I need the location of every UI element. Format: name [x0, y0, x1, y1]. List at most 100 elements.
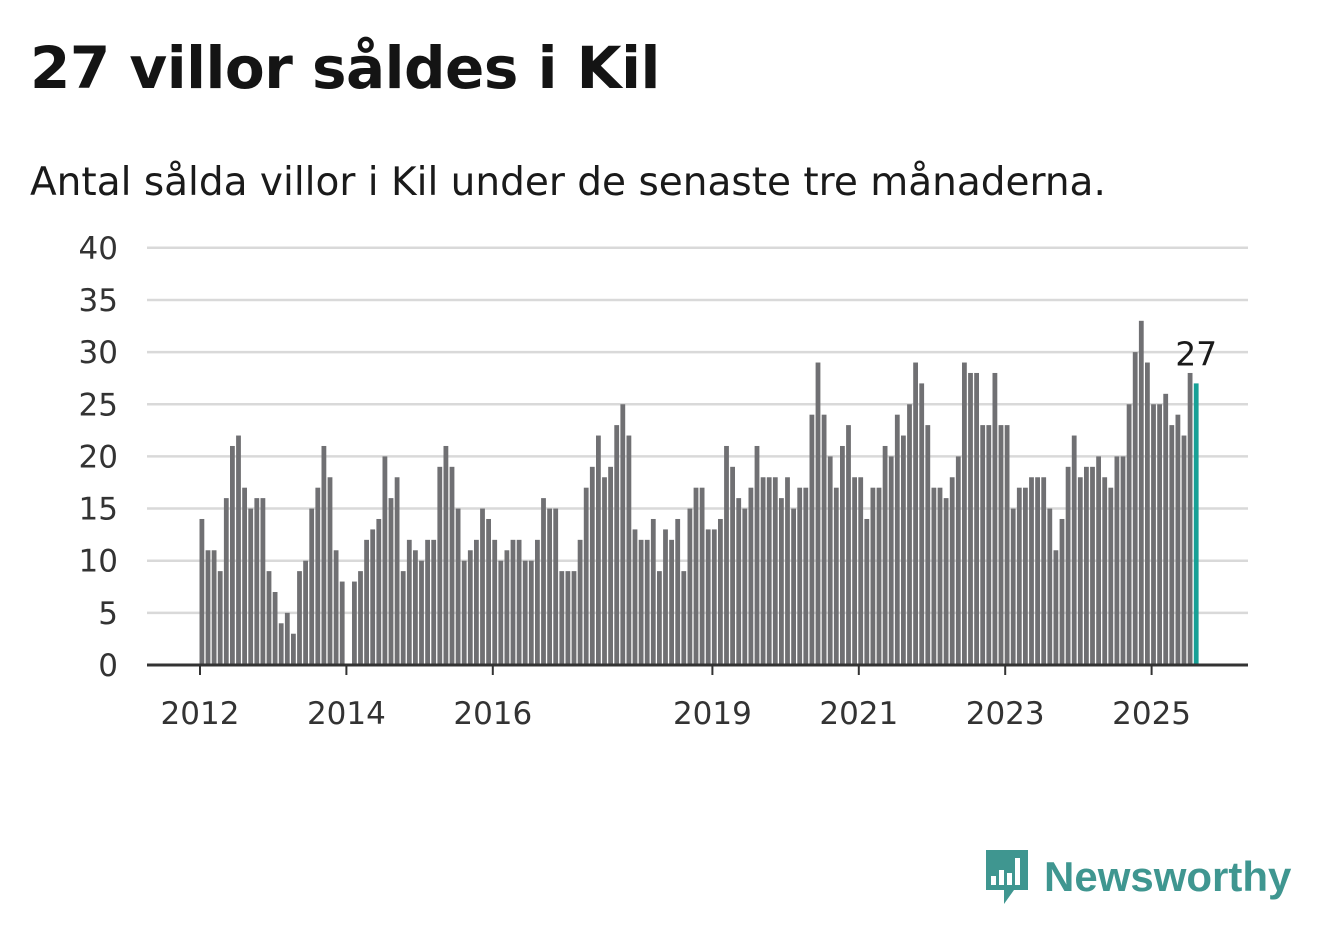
y-tick-label: 25 — [79, 387, 118, 423]
bar — [919, 383, 925, 665]
bar — [1157, 404, 1162, 665]
bar — [297, 571, 302, 665]
bar — [1145, 362, 1150, 665]
bar — [730, 466, 735, 665]
bar — [589, 466, 595, 665]
bar — [992, 372, 998, 665]
bar — [901, 435, 906, 665]
bar — [913, 362, 918, 665]
bar — [675, 518, 681, 665]
bar — [894, 414, 900, 665]
bar — [962, 362, 967, 665]
x-tick-label: 2016 — [453, 696, 532, 732]
y-tick-label: 5 — [98, 596, 118, 632]
y-tick-label: 0 — [98, 648, 118, 684]
bar — [327, 477, 333, 665]
bar — [925, 425, 931, 665]
bar — [211, 550, 217, 665]
bar — [431, 539, 437, 665]
bar — [400, 571, 406, 665]
bar — [382, 456, 388, 665]
bar — [504, 550, 510, 665]
bar — [815, 362, 821, 665]
bar — [754, 445, 760, 665]
bar — [223, 498, 229, 665]
bar — [376, 518, 382, 665]
bar — [1071, 435, 1077, 665]
bar — [230, 445, 235, 665]
bar — [888, 456, 894, 665]
bar — [681, 571, 687, 665]
y-tick-label: 30 — [79, 335, 118, 371]
bar — [772, 477, 778, 665]
bar — [333, 550, 339, 665]
bar — [553, 508, 559, 665]
bar — [583, 487, 589, 665]
bar — [1059, 518, 1065, 665]
bar — [663, 529, 668, 665]
bar — [1108, 487, 1114, 665]
bar — [370, 529, 376, 665]
bar — [236, 435, 241, 665]
bar — [1114, 456, 1120, 665]
bar — [748, 487, 754, 665]
bar — [474, 539, 479, 665]
bar — [797, 487, 803, 665]
bar — [1004, 425, 1010, 665]
bar — [760, 477, 766, 665]
y-tick-label: 40 — [79, 231, 118, 267]
bar — [498, 560, 504, 665]
bar — [785, 477, 790, 665]
bar — [846, 425, 851, 665]
bar — [1047, 508, 1053, 665]
bar — [352, 581, 357, 665]
bar — [949, 477, 955, 665]
bar — [742, 508, 748, 665]
bar — [644, 539, 650, 665]
bar — [437, 466, 443, 665]
bar — [943, 498, 949, 665]
bar — [406, 539, 412, 665]
bar — [248, 508, 254, 665]
bar — [876, 487, 882, 665]
bar — [492, 539, 498, 665]
bar — [1041, 477, 1047, 665]
bar — [1096, 456, 1101, 665]
x-tick-label: 2023 — [966, 696, 1045, 732]
bar — [199, 518, 205, 665]
bar — [535, 539, 540, 665]
bar — [907, 404, 912, 665]
bar — [419, 560, 424, 665]
bar — [309, 508, 315, 665]
bar — [303, 560, 308, 665]
bar — [803, 487, 809, 665]
bar — [522, 560, 528, 665]
bar — [602, 477, 607, 665]
bar — [315, 487, 321, 665]
bar — [736, 498, 742, 665]
bar — [321, 445, 327, 665]
bar — [260, 498, 266, 665]
bar — [242, 487, 247, 665]
y-tick-label: 35 — [79, 283, 118, 319]
bar — [528, 560, 534, 665]
bar — [1132, 352, 1138, 665]
bar — [486, 518, 491, 665]
x-tick-label: 2019 — [673, 696, 752, 732]
bar — [455, 508, 461, 665]
bar — [986, 425, 992, 665]
brand-name: Newsworthy — [1044, 853, 1292, 900]
bar — [1053, 550, 1059, 665]
bar — [217, 571, 223, 665]
bar — [620, 404, 626, 665]
brand-logo: Newsworthy — [982, 846, 1291, 908]
bar — [571, 571, 577, 665]
bar — [1016, 487, 1022, 665]
bar-highlight — [1193, 383, 1199, 665]
bar — [766, 477, 772, 665]
bar — [467, 550, 473, 665]
y-tick-label: 20 — [79, 439, 118, 475]
y-tick-label: 15 — [79, 492, 118, 528]
bar — [443, 445, 449, 665]
